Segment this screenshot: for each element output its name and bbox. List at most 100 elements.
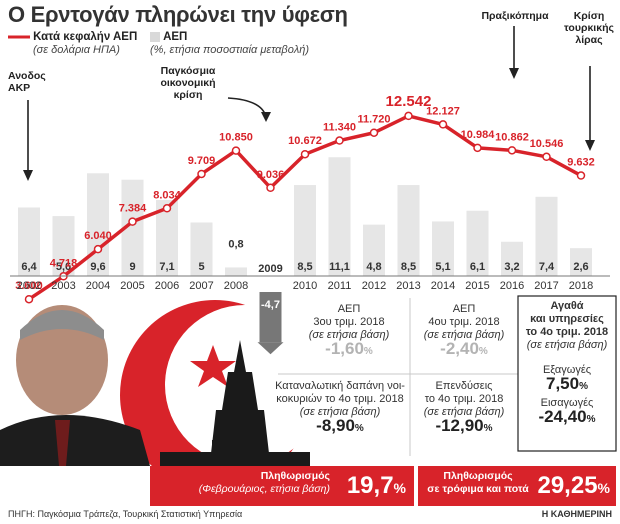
per-capita-point bbox=[197, 169, 206, 179]
consumption-name-2: κοκυριών το 4ο τριμ. 2018 bbox=[276, 393, 404, 405]
per-capita-point bbox=[300, 149, 310, 159]
x-tick-label: 2008 bbox=[224, 280, 248, 292]
per-capita-label: 11.340 bbox=[323, 122, 356, 134]
trade-panel-frame bbox=[517, 295, 617, 452]
gdp-q4-cell: ΑΕΠ 4ου τριμ. 2018 (σε ετήσια βάση) -2,4… bbox=[412, 303, 516, 358]
gdp-q3-period: 3ου τριμ. 2018 bbox=[313, 316, 385, 328]
per-capita-label: 12.127 bbox=[426, 105, 460, 117]
per-capita-label: 12.542 bbox=[386, 93, 432, 110]
erdogan-portrait bbox=[0, 305, 150, 466]
gdp-growth-bars: 6,4 5,6 9,6 9 7,1 5 0,8 -4,7 8,5 11,1 4,8 8,5 5,1 6,1… bbox=[18, 157, 592, 355]
line-legend-label: Κατά κεφαλήν ΑΕΠ bbox=[33, 31, 138, 43]
food-inflation-label: Πληθωρισμός bbox=[443, 470, 513, 482]
x-tick-label: 2009 bbox=[258, 263, 282, 275]
per-capita-point bbox=[404, 111, 413, 121]
x-tick-label: 2015 bbox=[465, 280, 489, 292]
gdp-q3-value: -1,60 bbox=[325, 339, 364, 358]
gdp-q4-basis: (σε ετήσια βάση) bbox=[423, 329, 505, 341]
gdp-bar-label: 7,1 bbox=[159, 261, 174, 273]
per-capita-label: 9.036 bbox=[257, 169, 285, 181]
gdp-q4-unit: % bbox=[478, 346, 488, 357]
consumption-unit: % bbox=[354, 423, 364, 434]
gdp-bar-2007 bbox=[190, 222, 213, 276]
food-inflation-sub: σε τρόφιμα και ποτά bbox=[427, 483, 529, 495]
gdp-bar-label: 4,8 bbox=[366, 261, 381, 273]
crisis-annotation: Παγκόσμια οικονομική κρίση bbox=[160, 65, 216, 101]
credit: Η ΚΑΘΗΜΕΡΙΝΗ bbox=[541, 509, 612, 519]
crisis-arrow bbox=[227, 97, 267, 118]
gdp-bar-label: 11,1 bbox=[329, 261, 350, 273]
down-arrow-icon bbox=[257, 342, 284, 355]
per-capita-point bbox=[128, 217, 137, 226]
investment-value: -12,90 bbox=[435, 416, 484, 435]
line-legend: Κατά κεφαλήν ΑΕΠ (σε δολάρια ΗΠΑ) bbox=[8, 31, 137, 57]
gdp-q3-name: ΑΕΠ bbox=[337, 303, 361, 315]
imports-value: -24,40 bbox=[538, 407, 587, 426]
gdp-bar-2004 bbox=[87, 173, 109, 276]
per-capita-label: 4.718 bbox=[50, 257, 78, 269]
x-tick-label: 2010 bbox=[293, 280, 317, 292]
gdp-bar-2009 bbox=[259, 292, 282, 343]
per-capita-point bbox=[162, 204, 172, 213]
gdp-bar-label: 6,1 bbox=[470, 261, 485, 273]
gdp-bar-label: 0,8 bbox=[228, 238, 243, 250]
line-legend-sub: (σε δολάρια ΗΠΑ) bbox=[33, 44, 120, 56]
per-capita-point bbox=[438, 120, 448, 129]
consumption-basis: (σε ετήσια βάση) bbox=[299, 406, 381, 418]
consumption-name: Καταναλωτική δαπάνη νοι- bbox=[275, 380, 405, 392]
gdp-bar-label: 3,2 bbox=[504, 261, 519, 273]
gdp-q4-value: -2,40 bbox=[440, 339, 479, 358]
gdp-bar-label: 5,1 bbox=[435, 261, 450, 273]
trade-cell: Αγαθά και υπηρεσίες το 4ο τριμ. 2018 (σε… bbox=[520, 300, 614, 426]
exports-value: 7,50 bbox=[546, 374, 580, 393]
x-tick-label: 2017 bbox=[534, 280, 558, 292]
page-title: Ο Ερντογάν πληρώνει την ύφεση bbox=[8, 2, 348, 27]
grey-square-icon bbox=[150, 32, 160, 43]
exports-unit: % bbox=[579, 381, 588, 392]
per-capita-point bbox=[93, 244, 103, 254]
x-tick-label: 2014 bbox=[431, 280, 455, 292]
x-tick-label: 2011 bbox=[328, 280, 352, 292]
bar-legend-sub: (%, ετήσια ποσοστιαία μεταβολή) bbox=[150, 44, 310, 56]
investment-name: Επενδύσεις bbox=[435, 380, 493, 392]
food-inflation-value: 29,25 bbox=[537, 472, 598, 499]
per-capita-label: 9.632 bbox=[567, 157, 595, 169]
x-tick-label: 2013 bbox=[396, 280, 420, 292]
annotation-arrows bbox=[23, 26, 595, 181]
per-capita-point bbox=[24, 294, 34, 304]
per-capita-label: 3.600 bbox=[15, 280, 43, 292]
per-capita-label: 10.984 bbox=[461, 129, 496, 141]
gdp-bar-label: 8,5 bbox=[297, 261, 312, 273]
akp-annotation: Ανοδος ΑΚΡ bbox=[8, 70, 46, 94]
per-capita-point bbox=[231, 146, 241, 155]
red-line-icon bbox=[8, 35, 30, 39]
inflation-bar: Πληθωρισμός (Φεβρουάριος, ετήσια βάση) 1… bbox=[150, 466, 414, 506]
inflation-value: 19,7 bbox=[346, 472, 394, 499]
x-tick-label: 2012 bbox=[362, 280, 386, 292]
gdp-q3-cell: ΑΕΠ 3ου τριμ. 2018 (σε ετήσια βάση) -1,6… bbox=[290, 303, 408, 358]
gdp-bar-2018 bbox=[570, 248, 592, 276]
gdp-q3-basis: (σε ετήσια βάση) bbox=[308, 329, 390, 341]
food-inflation-bar: Πληθωρισμός σε τρόφιμα και ποτά 29,25% bbox=[418, 466, 616, 506]
per-capita-label: 10.546 bbox=[530, 138, 564, 150]
per-capita-point bbox=[507, 146, 517, 155]
gdp-bar-label: 5,6 bbox=[56, 261, 71, 273]
inflation-sub: (Φεβρουάριος, ετήσια βάση) bbox=[198, 483, 330, 495]
bar-legend: ΑΕΠ (%, ετήσια ποσοστιαία μεταβολή) bbox=[150, 31, 309, 57]
per-capita-point bbox=[266, 183, 275, 193]
x-tick-label: 2004 bbox=[86, 280, 110, 292]
gdp-bar-label: 9,6 bbox=[90, 261, 105, 273]
maiden-tower-silhouette bbox=[160, 340, 310, 466]
x-axis: 2002 2003 2004 2005 2006 2007 2008 2009 2010 2011… bbox=[10, 263, 610, 292]
x-tick-label: 2016 bbox=[500, 280, 524, 292]
per-capita-point bbox=[473, 143, 482, 153]
gdp-bar-label: 5 bbox=[198, 261, 204, 273]
source-note: ΠΗΓΗ: Παγκόσμια Τράπεζα, Τουρκική Στατισ… bbox=[8, 509, 243, 519]
gdp-bar-2014 bbox=[432, 221, 454, 276]
per-capita-label: 7.384 bbox=[119, 203, 147, 215]
gdp-bar-2017 bbox=[535, 196, 558, 276]
trade-title-2: και υπηρεσίες bbox=[530, 313, 604, 325]
imports-label: Εισαγωγές bbox=[540, 397, 594, 409]
